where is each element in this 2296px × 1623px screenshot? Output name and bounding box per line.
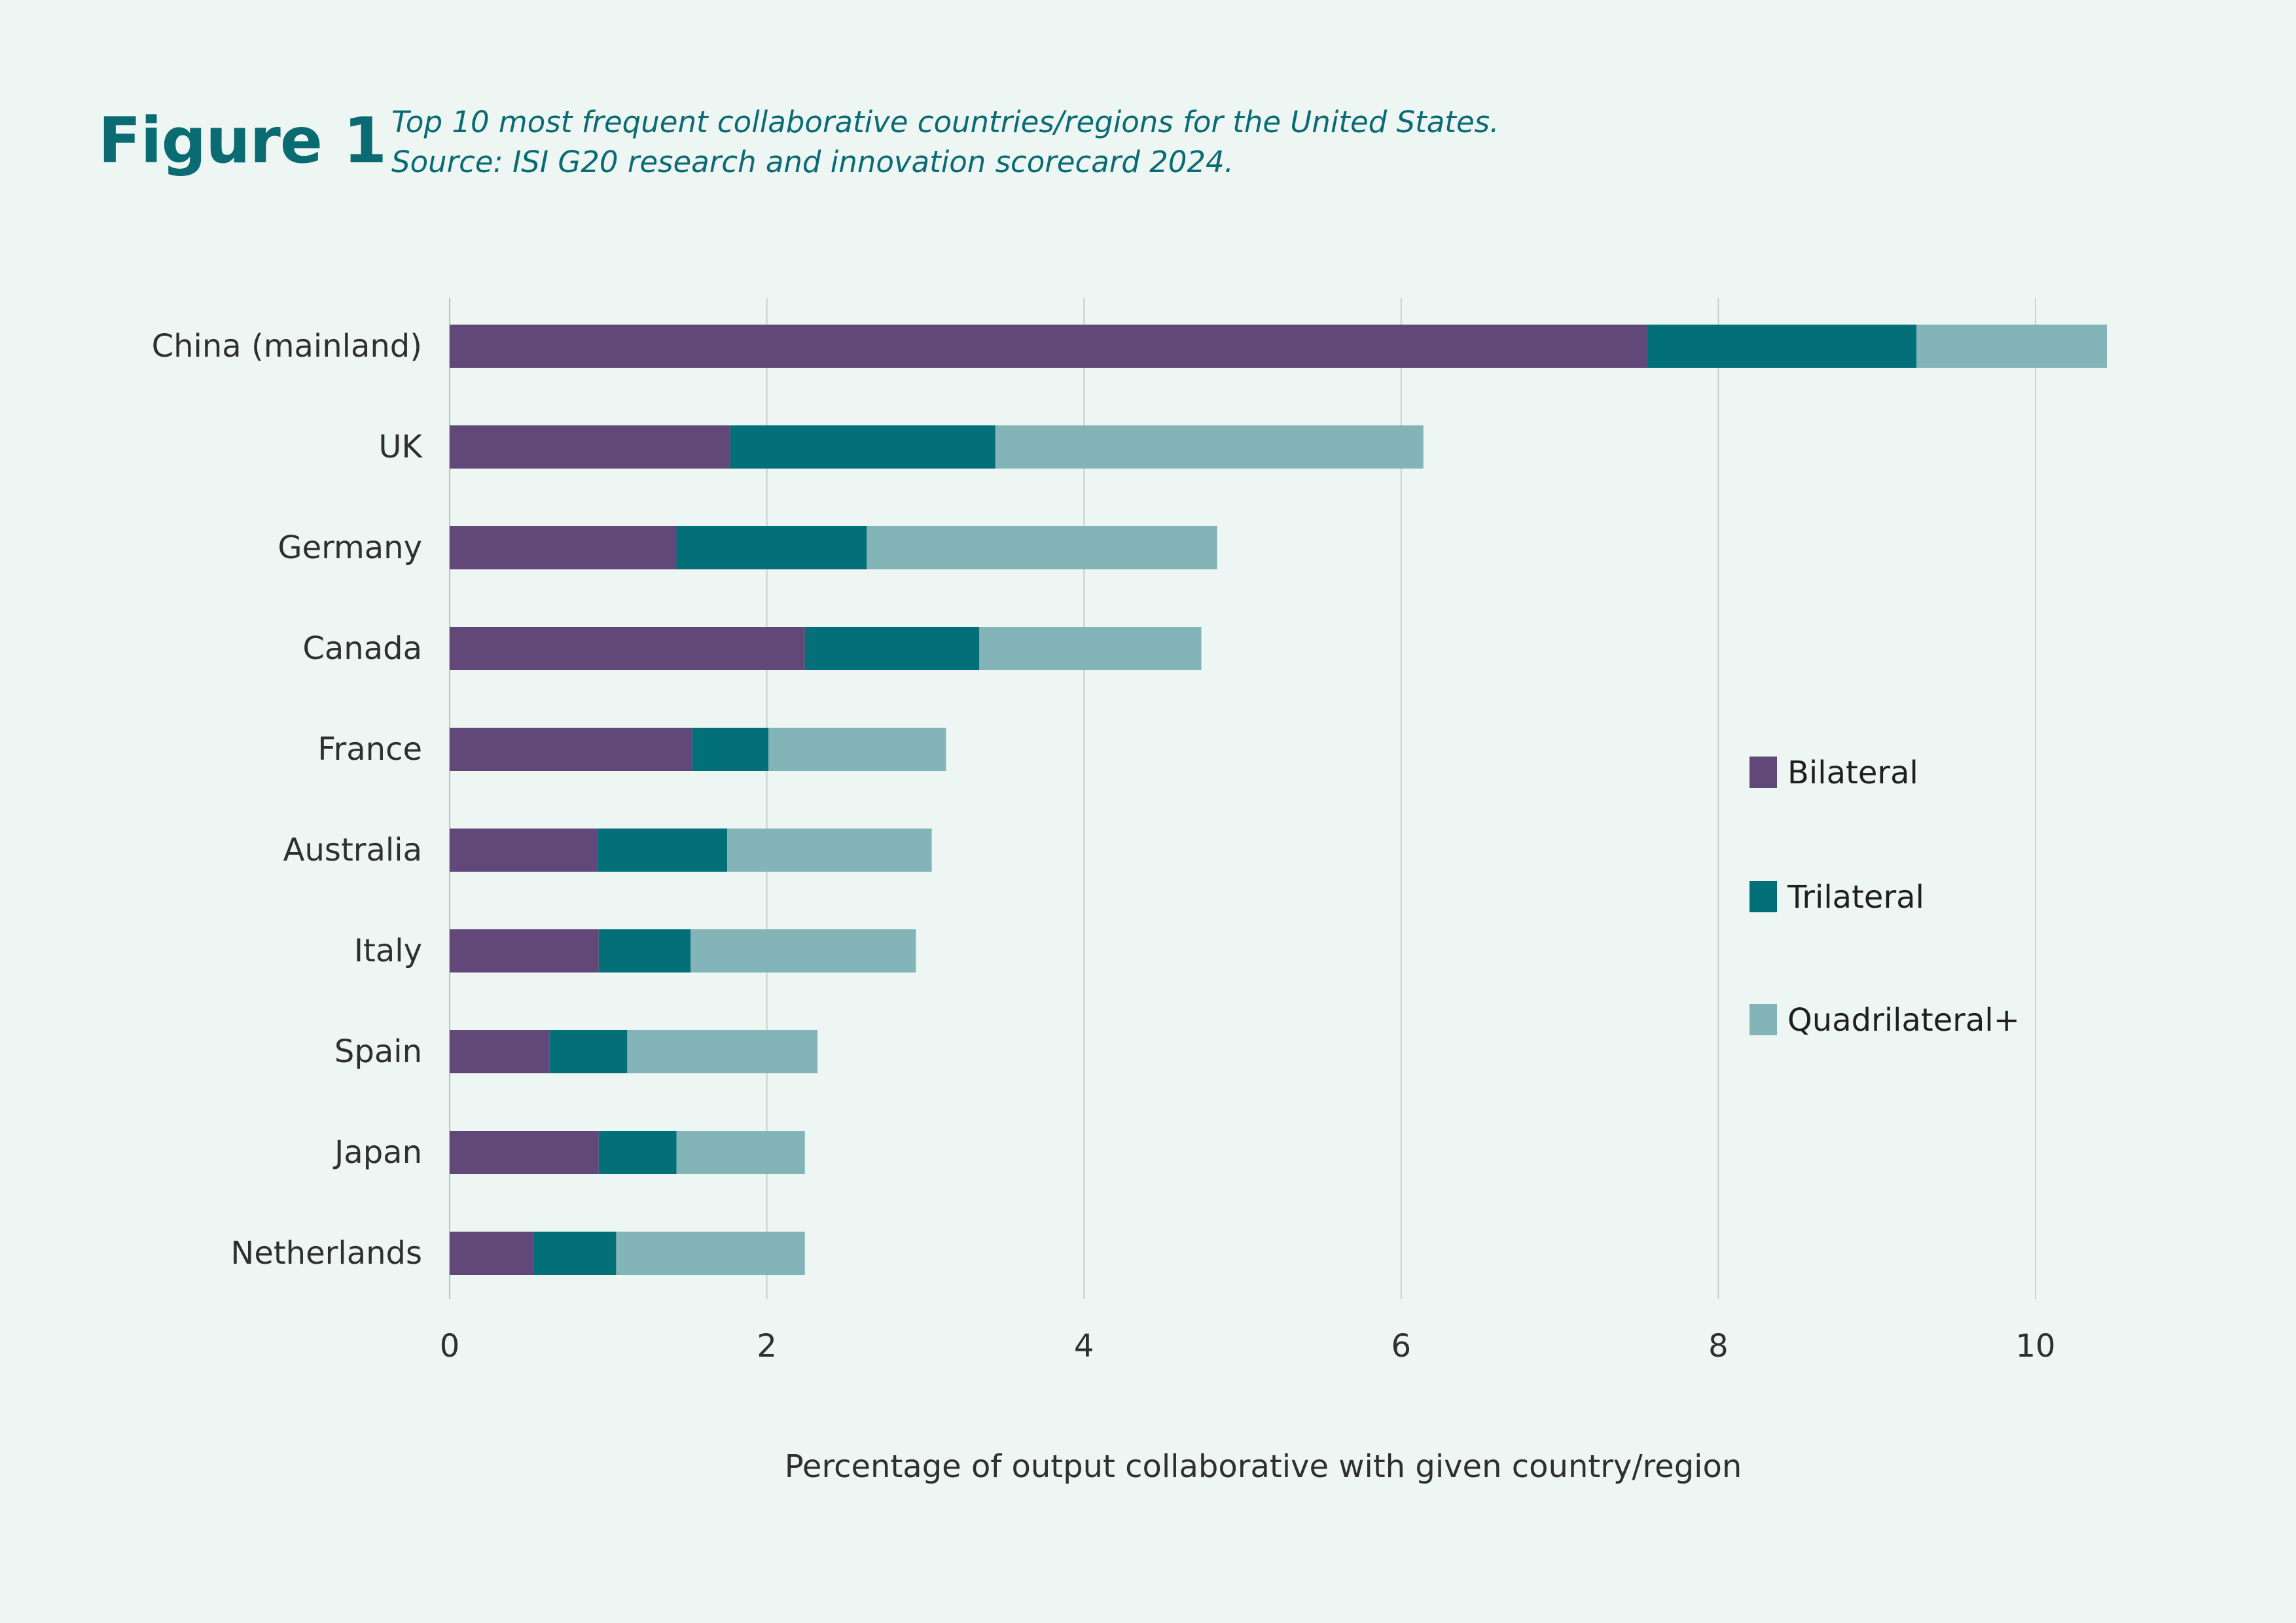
- bar-quadrilateral: [627, 1030, 818, 1073]
- category-label: Canada: [302, 630, 422, 667]
- bar-quadrilateral: [691, 929, 916, 972]
- category-label: Australia: [283, 832, 422, 868]
- bar-bilateral: [450, 728, 692, 771]
- caption-title: Top 10 most frequent collaborative count…: [391, 105, 1499, 139]
- x-tick-label: 4: [1074, 1328, 1094, 1364]
- bar-trilateral: [533, 1232, 617, 1275]
- bar-trilateral: [549, 1030, 628, 1073]
- bars: [450, 325, 2108, 1275]
- x-tick-label: 6: [1391, 1328, 1412, 1364]
- bar-bilateral: [450, 325, 1647, 368]
- x-tick-label: 2: [757, 1328, 777, 1364]
- bar-bilateral: [450, 1131, 599, 1174]
- bar-bilateral: [450, 829, 598, 872]
- category-label: Japan: [332, 1134, 422, 1171]
- category-label: UK: [378, 429, 423, 465]
- legend-label-quadrilateral: Quadrilateral+: [1787, 1002, 2020, 1039]
- bar-quadrilateral: [768, 728, 946, 771]
- bar-trilateral: [1647, 325, 1917, 368]
- category-label: Spain: [334, 1033, 422, 1070]
- bar-quadrilateral: [1916, 325, 2108, 368]
- bar-bilateral: [450, 1030, 550, 1073]
- bar-trilateral: [598, 929, 691, 972]
- x-tick-label: 0: [440, 1328, 460, 1364]
- legend-swatch-quadrilateral: [1749, 1004, 1777, 1035]
- bar-quadrilateral: [616, 1232, 805, 1275]
- bar-trilateral: [597, 829, 728, 872]
- category-label: China (mainland): [152, 328, 422, 365]
- bar-trilateral: [804, 627, 980, 670]
- bar-bilateral: [450, 425, 730, 469]
- bar-quadrilateral: [727, 829, 932, 872]
- figure-label: Figure 1: [98, 104, 387, 177]
- bar-bilateral: [450, 1232, 534, 1275]
- bar-quadrilateral: [979, 627, 1202, 670]
- legend-label-bilateral: Bilateral: [1787, 755, 1918, 791]
- legend-swatch-bilateral: [1749, 757, 1777, 788]
- caption-source: Source: ISI G20 research and innovation …: [391, 145, 1234, 179]
- category-label: France: [317, 731, 422, 768]
- x-tick-labels: 0 2 4 6 8 10: [440, 1328, 2056, 1364]
- category-label: Germany: [278, 529, 422, 566]
- bar-bilateral: [450, 526, 677, 569]
- category-label: Italy: [354, 933, 422, 969]
- category-label: Netherlands: [230, 1235, 422, 1272]
- category-labels: China (mainland) UK Germany Canada France Aus…: [152, 328, 423, 1272]
- bar-trilateral: [676, 526, 867, 569]
- legend-swatch-trilateral: [1749, 881, 1777, 912]
- figure-caption: Top 10 most frequent collaborative count…: [391, 102, 1499, 182]
- legend: Bilateral Trilateral Quadrilateral+: [1749, 755, 2020, 1039]
- x-tick-label: 8: [1708, 1328, 1729, 1364]
- bar-quadrilateral: [676, 1131, 805, 1174]
- bar-trilateral: [692, 728, 769, 771]
- bar-quadrilateral: [867, 526, 1217, 569]
- bar-bilateral: [450, 929, 599, 972]
- bar-trilateral: [730, 425, 996, 469]
- bar-trilateral: [598, 1131, 677, 1174]
- bar-bilateral: [450, 627, 805, 670]
- x-axis-title: Percentage of output collaborative with …: [785, 1448, 1742, 1485]
- x-tick-label: 10: [2015, 1328, 2055, 1364]
- bar-quadrilateral: [995, 425, 1424, 469]
- legend-label-trilateral: Trilateral: [1787, 879, 1924, 916]
